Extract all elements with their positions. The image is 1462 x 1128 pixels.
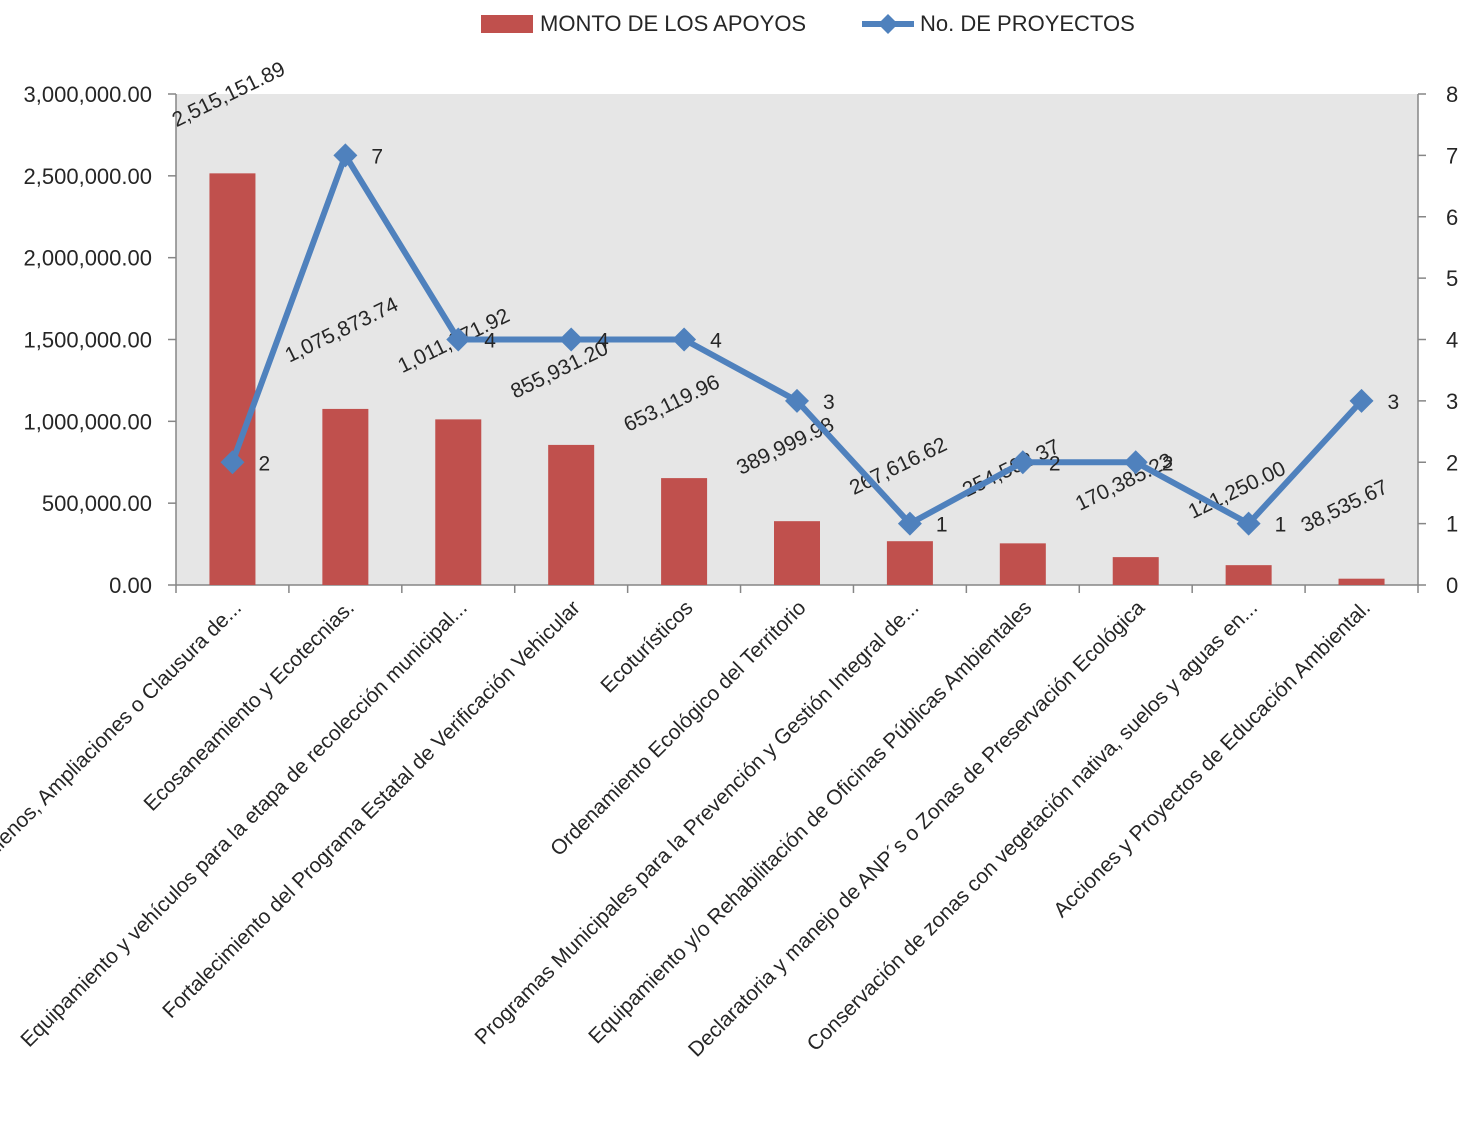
line-series (220, 143, 1374, 536)
line-data-label: 4 (597, 330, 609, 353)
right-axis: 0 1 2 3 4 5 6 7 8 (1417, 82, 1458, 598)
line-marker (559, 327, 584, 352)
category-label: Ecoturísticos (596, 596, 697, 697)
line-marker (785, 388, 809, 413)
line-data-label: 3 (1388, 391, 1400, 414)
left-tick-label: 1,500,000.00 (24, 328, 152, 353)
line-data-label: 4 (710, 330, 722, 353)
line-marker (897, 511, 922, 536)
legend: MONTO DE LOS APOYOS No. DE PROYECTOS (481, 11, 1135, 36)
right-tick-label: 1 (1446, 512, 1458, 537)
legend-marker-diamond-icon (878, 14, 898, 34)
line-data-label: 2 (1162, 452, 1174, 475)
category-label: Equipamiento y vehículos para la etapa d… (16, 596, 471, 1051)
line-data-label: 4 (484, 330, 496, 353)
bar (548, 444, 595, 585)
right-tick-label: 8 (1446, 82, 1458, 107)
right-tick-label: 0 (1446, 573, 1458, 598)
bar (1225, 565, 1272, 585)
line-data-label: 2 (258, 452, 270, 475)
left-axis: 0.00 500,000.00 1,000,000.00 1,500,000.00 2,… (24, 82, 177, 598)
category-labels: Rellenos, Ampliaciones o Clausura de...E… (0, 596, 1375, 1061)
left-tick-label: 500,000.00 (42, 491, 152, 516)
line-data-label: 2 (1049, 452, 1061, 475)
line-data-label: 3 (823, 391, 835, 414)
left-tick-label: 2,000,000.00 (24, 246, 152, 271)
x-axis (175, 584, 1419, 593)
bar (209, 173, 256, 586)
bar (886, 541, 933, 585)
bar (322, 408, 369, 585)
line-marker (1236, 511, 1261, 536)
bar (661, 478, 708, 585)
legend-swatch-bar (481, 15, 533, 33)
bar (1112, 557, 1159, 585)
legend-label-line: No. DE PROYECTOS (920, 11, 1135, 36)
bar (1338, 578, 1385, 585)
right-tick-label: 3 (1446, 389, 1458, 414)
left-tick-label: 2,500,000.00 (24, 164, 152, 189)
category-label: Equipamiento y/o Rehabilitación de Ofici… (584, 596, 1036, 1048)
category-label: Ordenamiento Ecológico del Territorio (546, 596, 810, 860)
category-label: Fortalecimiento del Programa Estatal de … (158, 596, 584, 1022)
bar (999, 543, 1046, 585)
line-data-label: 1 (936, 514, 948, 537)
left-tick-label: 3,000,000.00 (24, 82, 152, 107)
right-tick-label: 7 (1446, 143, 1458, 168)
line-marker (1123, 450, 1148, 475)
line-marker (220, 450, 245, 475)
bar-series (209, 173, 1385, 586)
line-marker (1010, 450, 1035, 475)
line-data-labels: 2 7 4 4 4 3 1 2 2 1 3 (258, 145, 1399, 536)
category-label: Conservación de zonas con vegetación nat… (803, 596, 1263, 1056)
line-data-label: 7 (371, 145, 383, 168)
line-marker (672, 327, 697, 352)
line-marker (333, 143, 358, 168)
right-tick-label: 4 (1446, 328, 1458, 353)
bar (435, 419, 482, 585)
left-tick-label: 0.00 (109, 573, 152, 598)
right-tick-label: 6 (1446, 205, 1458, 230)
category-label: Programas Municipales para la Prevención… (471, 596, 924, 1049)
category-label: Ecosaneamiento y Ecotecnias. (140, 596, 359, 815)
left-tick-label: 1,000,000.00 (24, 409, 152, 434)
legend-label-bar: MONTO DE LOS APOYOS (540, 11, 806, 36)
right-tick-label: 2 (1446, 450, 1458, 475)
line-marker (1349, 388, 1374, 413)
line-data-label: 1 (1275, 514, 1287, 537)
line-marker (446, 327, 471, 352)
right-tick-label: 5 (1446, 266, 1458, 291)
bar (774, 521, 820, 585)
